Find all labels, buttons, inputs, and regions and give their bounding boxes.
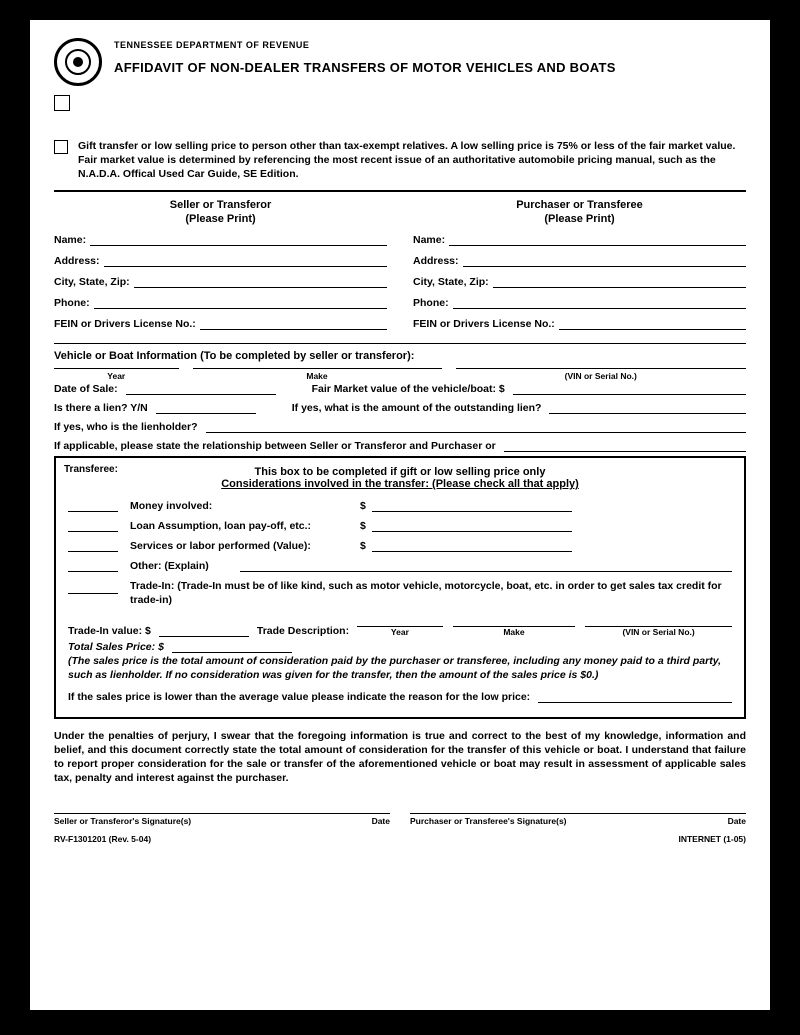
other-explain-input[interactable]	[240, 562, 732, 572]
seller-phone-input[interactable]	[94, 297, 387, 309]
purchaser-fein-label: FEIN or Drivers License No.:	[413, 318, 555, 330]
perjury-statement: Under the penalties of perjury, I swear …	[54, 729, 746, 786]
year-label: Year	[54, 368, 179, 381]
box-title: This box to be completed if gift or low …	[68, 466, 732, 478]
money-check[interactable]	[68, 502, 118, 512]
seller-name-input[interactable]	[90, 234, 387, 246]
total-sales-label: Total Sales Price: $	[68, 641, 164, 653]
signatures: Seller or Transferor's Signature(s) Date…	[54, 799, 746, 826]
purchaser-phone-label: Phone:	[413, 297, 449, 309]
ti-make-label: Make	[453, 627, 575, 637]
other-label: Other: (Explain)	[130, 560, 240, 572]
trade-desc-label: Trade Description:	[257, 625, 349, 637]
department-name: TENNESSEE DEPARTMENT OF REVENUE	[114, 40, 746, 50]
purchaser-signature-input[interactable]	[410, 799, 746, 813]
party-info: Seller or Transferor (Please Print) Name…	[54, 198, 746, 340]
ti-year-input[interactable]	[357, 615, 443, 627]
transferee-label: Transferee:	[64, 464, 118, 475]
tradein-value-label: Trade-In value: $	[68, 625, 151, 637]
services-amount-input[interactable]	[372, 542, 572, 552]
gift-transfer-text: Gift transfer or low selling price to pe…	[78, 139, 746, 182]
lienholder-input[interactable]	[206, 421, 746, 433]
loan-check[interactable]	[68, 522, 118, 532]
purchaser-sig-label: Purchaser or Transferee's Signature(s)	[410, 816, 567, 826]
vehicle-section-label: Vehicle or Boat Information (To be compl…	[54, 350, 746, 362]
seller-sig-label: Seller or Transferor's Signature(s)	[54, 816, 191, 826]
purchaser-address-input[interactable]	[463, 255, 746, 267]
purchaser-address-label: Address:	[413, 255, 459, 267]
form-number: RV-F1301201 (Rev. 5-04)	[54, 834, 151, 844]
lien-amount-label: If yes, what is the amount of the outsta…	[292, 402, 542, 414]
tradein-check[interactable]	[68, 584, 118, 594]
seller-heading: Seller or Transferor	[170, 199, 272, 211]
checkbox-1[interactable]	[54, 95, 70, 111]
services-check[interactable]	[68, 542, 118, 552]
purchaser-column: Purchaser or Transferee (Please Print) N…	[413, 198, 746, 340]
purchaser-name-label: Name:	[413, 234, 445, 246]
total-sales-input[interactable]	[172, 641, 292, 653]
fmv-label: Fair Market value of the vehicle/boat: $	[312, 383, 505, 395]
lien-question-label: Is there a lien? Y/N	[54, 402, 148, 414]
divider	[54, 190, 746, 192]
purchaser-csz-label: City, State, Zip:	[413, 276, 489, 288]
purchaser-csz-input[interactable]	[493, 276, 746, 288]
lower-price-label: If the sales price is lower than the ave…	[68, 691, 530, 703]
internet-label: INTERNET (1-05)	[678, 834, 746, 844]
lienholder-label: If yes, who is the lienholder?	[54, 421, 198, 433]
loan-label: Loan Assumption, loan pay-off, etc.:	[130, 520, 360, 532]
purchaser-fein-input[interactable]	[559, 318, 746, 330]
purchaser-sub: (Please Print)	[544, 213, 614, 225]
ti-make-input[interactable]	[453, 615, 575, 627]
divider	[54, 343, 746, 344]
footer: RV-F1301201 (Rev. 5-04) INTERNET (1-05)	[54, 834, 746, 844]
header: TENNESSEE DEPARTMENT OF REVENUE AFFIDAVI…	[54, 38, 746, 86]
seller-date-label: Date	[372, 816, 390, 826]
ti-vin-label: (VIN or Serial No.)	[585, 627, 732, 637]
ti-year-label: Year	[357, 627, 443, 637]
seller-address-label: Address:	[54, 255, 100, 267]
loan-amount-input[interactable]	[372, 522, 572, 532]
date-of-sale-label: Date of Sale:	[54, 383, 118, 395]
lower-reason-input-1[interactable]	[538, 691, 732, 703]
seller-signature-input[interactable]	[54, 799, 390, 813]
other-check[interactable]	[68, 562, 118, 572]
lien-amount-input[interactable]	[549, 402, 746, 414]
box-subtitle: Considerations involved in the transfer:…	[68, 478, 732, 490]
tradein-label: Trade-In: (Trade-In must be of like kind…	[130, 580, 732, 607]
seller-fein-label: FEIN or Drivers License No.:	[54, 318, 196, 330]
purchaser-name-input[interactable]	[449, 234, 746, 246]
form-page: TENNESSEE DEPARTMENT OF REVENUE AFFIDAVI…	[30, 20, 770, 1010]
lien-yn-input[interactable]	[156, 402, 256, 414]
purchaser-date-label: Date	[728, 816, 746, 826]
money-amount-input[interactable]	[372, 502, 572, 512]
seller-phone-label: Phone:	[54, 297, 90, 309]
seller-address-input[interactable]	[104, 255, 387, 267]
dollar-sign: $	[360, 540, 366, 552]
seller-column: Seller or Transferor (Please Print) Name…	[54, 198, 387, 340]
total-note: (The sales price is the total amount of …	[68, 655, 732, 682]
state-seal-icon	[54, 38, 102, 86]
purchaser-heading: Purchaser or Transferee	[516, 199, 643, 211]
relationship-input[interactable]	[504, 440, 746, 452]
services-label: Services or labor performed (Value):	[130, 540, 360, 552]
purchaser-phone-input[interactable]	[453, 297, 746, 309]
dollar-sign: $	[360, 520, 366, 532]
dollar-sign: $	[360, 500, 366, 512]
money-label: Money involved:	[130, 500, 360, 512]
seller-fein-input[interactable]	[200, 318, 387, 330]
fmv-input[interactable]	[513, 383, 746, 395]
gift-transfer-checkbox[interactable]	[54, 140, 68, 154]
seller-csz-label: City, State, Zip:	[54, 276, 130, 288]
ti-vin-input[interactable]	[585, 615, 732, 627]
seller-csz-input[interactable]	[134, 276, 387, 288]
vin-label: (VIN or Serial No.)	[456, 368, 747, 381]
make-label: Make	[193, 368, 442, 381]
form-title: AFFIDAVIT OF NON-DEALER TRANSFERS OF MOT…	[114, 60, 746, 75]
relationship-label: If applicable, please state the relation…	[54, 440, 496, 452]
seller-name-label: Name:	[54, 234, 86, 246]
considerations-box: Transferee: This box to be completed if …	[54, 456, 746, 719]
tradein-value-input[interactable]	[159, 625, 249, 637]
seller-sub: (Please Print)	[185, 213, 255, 225]
date-of-sale-input[interactable]	[126, 383, 276, 395]
